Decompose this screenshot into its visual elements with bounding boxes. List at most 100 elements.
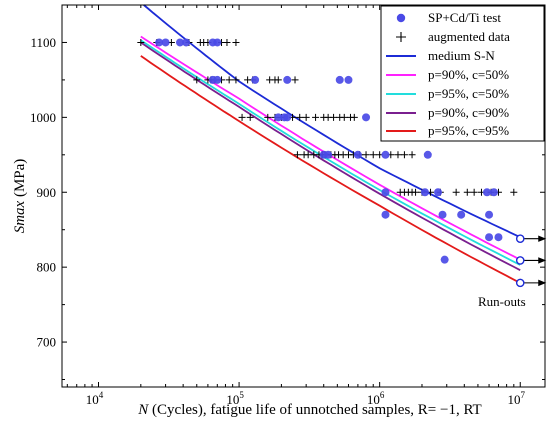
test-point: [213, 75, 222, 84]
y-axis-label-rest: (MPa): [12, 159, 28, 201]
runout-marker: [515, 256, 525, 265]
augmented-point: [330, 113, 338, 121]
runout-arrow-head: [538, 257, 547, 264]
augmented-point: [264, 113, 272, 121]
augmented-point: [470, 188, 478, 196]
augmented-point: [238, 113, 246, 121]
test-point: [213, 38, 222, 47]
test-point: [485, 233, 494, 242]
augmented-point: [362, 151, 370, 159]
test-point: [283, 75, 292, 84]
augmented-point: [291, 76, 299, 84]
test-points-layer: [155, 38, 503, 264]
legend-marker-test: [396, 13, 406, 23]
runouts-annotation: Run-outs: [478, 294, 526, 309]
sn-curve-2: [140, 39, 521, 266]
test-point: [423, 150, 432, 159]
test-point: [362, 113, 371, 122]
test-point: [381, 150, 390, 159]
augmented-point: [312, 113, 320, 121]
y-tick-label: 1000: [30, 110, 56, 125]
test-point: [440, 255, 449, 264]
test-point: [353, 150, 362, 159]
plot-frame: [61, 4, 546, 388]
augmented-point: [232, 76, 240, 84]
sn-curve-1: [140, 35, 521, 261]
augmented-point: [274, 76, 282, 84]
curves-layer: [140, 4, 521, 284]
test-point: [381, 210, 390, 219]
y-axis-label: Smax (MPa): [12, 159, 28, 234]
augmented-point: [293, 151, 301, 159]
sn-curve-4: [140, 55, 521, 284]
runout-marker: [515, 234, 525, 243]
runout-arrow-head: [538, 235, 547, 242]
y-tick-label: 700: [37, 335, 57, 350]
test-point: [489, 188, 498, 197]
test-point: [283, 113, 292, 122]
augmented-point: [340, 113, 348, 121]
test-point: [485, 210, 494, 219]
test-point: [344, 75, 353, 84]
x-axis-label: N (Cycles), fatigue life of unnotched sa…: [137, 402, 481, 418]
test-point: [420, 188, 429, 197]
augmented-point: [225, 76, 233, 84]
augmented-point: [193, 76, 201, 84]
legend-label-augmented: augmented data: [428, 29, 510, 44]
test-point: [457, 210, 466, 219]
augmented-point: [452, 188, 460, 196]
y-axis-ticks: 700 800 900 1000 1100: [30, 4, 545, 381]
test-point: [434, 188, 443, 197]
test-point: [161, 38, 170, 47]
x-tick-label: 104: [86, 390, 104, 407]
legend-label-medium: medium S-N: [428, 48, 495, 63]
legend: SP+Cd/Ti test augmented data medium S-N …: [380, 5, 545, 142]
legend-box: [380, 5, 545, 142]
x-axis-label-rest: (Cycles), fatigue life of unnotched samp…: [148, 402, 481, 418]
legend-label-p95c95: p=95%, c=95%: [428, 123, 509, 138]
y-tick-label: 900: [37, 185, 57, 200]
runouts-layer: [515, 234, 547, 288]
augmented-point: [408, 151, 416, 159]
augmented-point: [463, 188, 471, 196]
test-point: [324, 150, 333, 159]
x-axis-ticks: 104 105 106 107: [66, 5, 525, 407]
legend-label-p90c90: p=90%, c=90%: [428, 105, 509, 120]
test-point: [274, 113, 283, 122]
test-point: [155, 38, 164, 47]
x-tick-label: 107: [507, 390, 525, 407]
test-point: [182, 38, 191, 47]
y-tick-label: 1100: [30, 35, 56, 50]
legend-label-test: SP+Cd/Ti test: [428, 10, 501, 25]
legend-label-p90c50: p=90%, c=50%: [428, 67, 509, 82]
sn-curve-0: [143, 4, 521, 239]
augmented-point: [302, 113, 310, 121]
test-point: [381, 188, 390, 197]
augmented-point: [232, 38, 240, 46]
augmented-point: [400, 151, 408, 159]
x-tick-label: 106: [367, 390, 385, 407]
runout-marker: [515, 278, 525, 288]
x-axis-label-italic: N: [137, 402, 149, 418]
augmented-point: [394, 151, 402, 159]
legend-label-p95c50: p=95%, c=50%: [428, 86, 509, 101]
sn-curve-3: [140, 41, 521, 271]
y-axis-label-italic: Smax: [12, 200, 28, 233]
test-point: [335, 75, 344, 84]
augmented-point: [412, 188, 420, 196]
augmented-point: [369, 151, 377, 159]
legend-marker-augmented: [396, 32, 406, 42]
test-point: [494, 233, 503, 242]
runout-arrow-head: [538, 279, 547, 287]
x-tick-label: 105: [226, 390, 244, 407]
augmented-point: [510, 188, 518, 196]
augmented-point: [137, 38, 145, 46]
test-point: [176, 38, 185, 47]
test-point: [251, 75, 260, 84]
test-point: [482, 188, 491, 197]
augmented-point: [296, 113, 304, 121]
augmented-point: [223, 38, 231, 46]
augmented-point: [246, 113, 254, 121]
test-point: [438, 210, 447, 219]
